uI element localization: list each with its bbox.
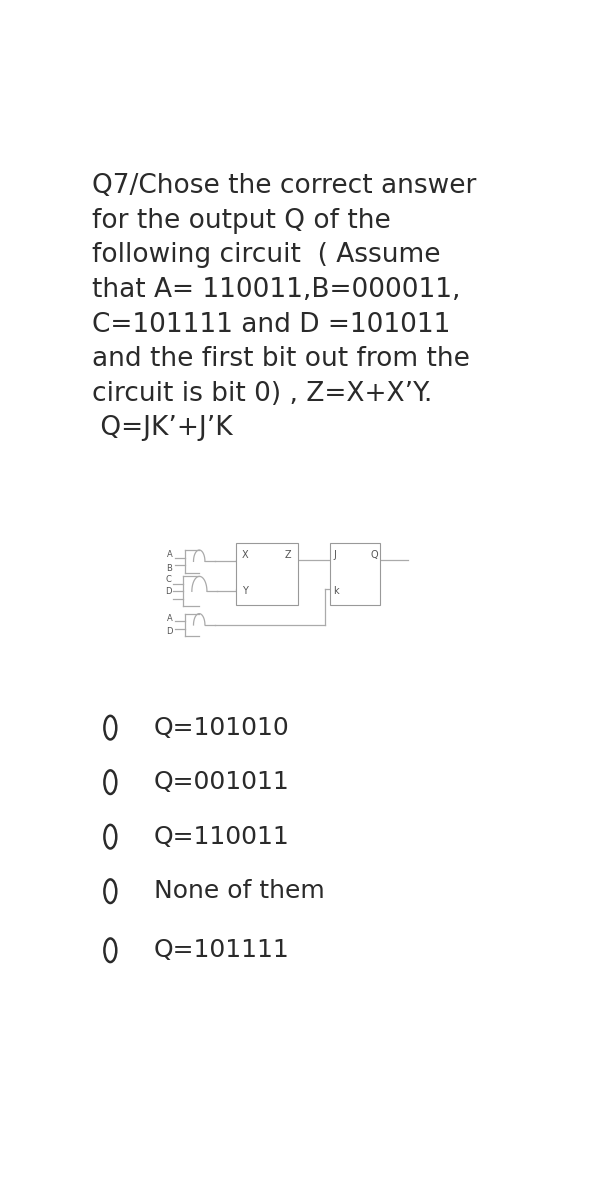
Text: None of them: None of them — [154, 879, 324, 903]
Text: D: D — [165, 586, 171, 596]
Text: Q7/Chose the correct answer: Q7/Chose the correct answer — [92, 173, 476, 199]
Text: D: D — [166, 628, 172, 636]
Text: Q=JK’+J’K: Q=JK’+J’K — [92, 415, 232, 441]
Text: Q: Q — [370, 550, 378, 560]
Text: for the output Q of the: for the output Q of the — [92, 208, 391, 234]
Text: C: C — [165, 576, 171, 584]
Text: k: k — [333, 586, 339, 596]
Text: circuit is bit 0) , Z=X+X’Y.: circuit is bit 0) , Z=X+X’Y. — [92, 381, 432, 407]
Text: following circuit  ( Assume: following circuit ( Assume — [92, 242, 441, 269]
Text: C=101111 and D =101011: C=101111 and D =101011 — [92, 312, 450, 337]
Text: Z: Z — [285, 550, 291, 560]
Text: A: A — [166, 550, 172, 559]
Text: and the first bit out from the: and the first bit out from the — [92, 346, 470, 372]
Text: B: B — [166, 564, 172, 572]
FancyBboxPatch shape — [330, 543, 380, 605]
Text: Q=101010: Q=101010 — [154, 715, 290, 740]
Text: Y: Y — [241, 586, 247, 596]
Text: Q=001011: Q=001011 — [154, 771, 290, 794]
Text: J: J — [333, 550, 336, 560]
Text: Q=101111: Q=101111 — [154, 938, 290, 962]
FancyBboxPatch shape — [236, 543, 298, 605]
Text: that A= 110011,B=000011,: that A= 110011,B=000011, — [92, 277, 461, 303]
Text: X: X — [241, 550, 248, 560]
Text: Q=110011: Q=110011 — [154, 825, 290, 848]
Text: A: A — [166, 614, 172, 623]
